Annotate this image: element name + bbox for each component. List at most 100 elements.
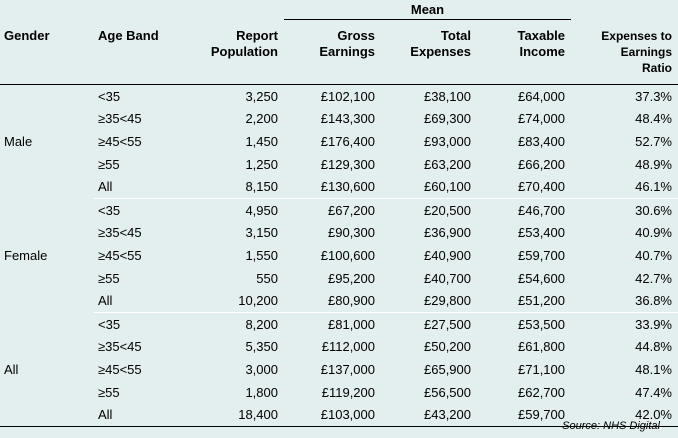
total-expenses-cell: £40,900: [424, 247, 471, 263]
total-expenses-cell: £27,500: [381, 311, 477, 336]
total-expenses-cell: £36,900: [424, 225, 471, 241]
total-expenses-cell: £50,200: [424, 339, 471, 355]
taxable-income-cell: £61,800: [518, 339, 565, 355]
report-population-cell: 8,200: [196, 311, 284, 336]
total-expenses-cell: £43,200: [424, 407, 471, 423]
age-band-cell: ≥45<55: [98, 361, 142, 377]
total-expenses-cell: £63,200: [424, 156, 471, 172]
total-expenses-cell: £60,100: [424, 179, 471, 195]
gender-header: Gender: [4, 27, 50, 43]
table-row: ≥55 1,250 £129,300 £63,200 £66,200 48.9%: [0, 153, 678, 176]
age-band-cell: All: [98, 293, 113, 309]
taxable-income-cell: £59,700: [518, 407, 565, 423]
ratio-header: Expenses to Earnings Ratio: [601, 28, 672, 75]
taxable-income-cell: £70,400: [518, 179, 565, 195]
taxable-income-cell: £71,100: [518, 361, 565, 377]
taxable-income-cell: £83,400: [518, 133, 565, 149]
report-population-cell: 3,150: [245, 225, 278, 241]
report-population-cell: 1,550: [245, 247, 278, 263]
age-band-cell: ≥35<45: [98, 225, 142, 241]
report-population-cell: 1,450: [245, 133, 278, 149]
gross-earnings-cell: £130,600: [320, 179, 375, 195]
report-population-cell: 3,250: [245, 88, 278, 104]
table-row: Male <35 3,250 £102,100 £38,100 £64,000 37.3%: [0, 85, 678, 150]
total-expenses-cell: £38,100: [424, 88, 471, 104]
gross-earnings-cell: £103,000: [320, 407, 375, 423]
taxable-income-cell: £46,700: [477, 197, 571, 222]
ratio-cell: 40.9%: [635, 225, 672, 241]
total-expenses-cell: £20,500: [381, 197, 477, 222]
ratio-cell: 47.4%: [635, 384, 672, 400]
table-row: ≥55 550 £95,200 £40,700 £54,600 42.7%: [0, 267, 678, 290]
gross-earnings-cell: £143,300: [320, 111, 375, 127]
table-row: ≥45<55 3,000 £137,000 £65,900 £71,100 48.1%: [0, 358, 678, 381]
mean-header: Mean: [284, 0, 571, 20]
source-note: Source: NHS Digital: [562, 420, 660, 432]
gender-cell: All: [4, 361, 19, 377]
age-band-cell: ≥35<45: [98, 111, 142, 127]
gross-earnings-cell: £176,400: [320, 133, 375, 149]
report-population-cell: 550: [256, 270, 278, 286]
gross-earnings-cell: £129,300: [320, 156, 375, 172]
ratio-cell: 52.7%: [635, 133, 672, 149]
ratio-cell: 36.8%: [635, 293, 672, 309]
table-row: All 8,150 £130,600 £60,100 £70,400 46.1%: [0, 176, 678, 199]
gross-earnings-cell: £112,000: [321, 339, 375, 355]
table-row: All <35 8,200 £81,000 £27,500 £53,500 33.9%: [0, 311, 678, 377]
table-row: ≥45<55 1,550 £100,600 £40,900 £59,700 40.7%: [0, 244, 678, 267]
total-expenses-cell: £93,000: [424, 133, 471, 149]
ratio-cell: 48.1%: [635, 361, 672, 377]
ratio-cell: 42.0%: [635, 407, 672, 423]
ratio-cell: 40.7%: [635, 247, 672, 263]
report-population-cell: 2,200: [245, 111, 278, 127]
total-expenses-header: Total Expenses: [410, 28, 471, 59]
gross-earnings-header: Gross Earnings: [319, 28, 375, 59]
age-band-header: Age Band: [98, 27, 159, 43]
taxable-income-cell: £62,700: [518, 384, 565, 400]
gross-earnings-cell: £119,200: [321, 384, 375, 400]
table-row: Female <35 4,950 £67,200 £20,500 £46,700 30.6%: [0, 197, 678, 263]
taxable-income-cell: £66,200: [518, 156, 565, 172]
gross-earnings-cell: £81,000: [284, 311, 381, 336]
table-row: ≥45<55 1,450 £176,400 £93,000 £83,400 52.7%: [0, 130, 678, 153]
ratio-cell: 44.8%: [635, 339, 672, 355]
report-population-cell: 8,150: [245, 179, 278, 195]
table-row: All 18,400 £103,000 £43,200 £59,700 42.0%: [0, 404, 678, 427]
earnings-table: Mean Gender Age Band Report Population Gr…: [0, 0, 678, 427]
total-expenses-cell: £56,500: [424, 384, 471, 400]
ratio-cell: 33.9%: [571, 311, 678, 336]
taxable-income-cell: £59,700: [518, 247, 565, 263]
report-population-cell: 1,250: [245, 156, 278, 172]
taxable-income-cell: £54,600: [518, 270, 565, 286]
total-expenses-cell: £29,800: [424, 293, 471, 309]
ratio-cell: 42.7%: [635, 270, 672, 286]
gender-cell: Male: [4, 134, 33, 150]
age-band-cell: ≥45<55: [98, 247, 142, 263]
report-population-cell: 3,000: [245, 361, 278, 377]
total-expenses-cell: £40,700: [424, 270, 471, 286]
age-band-cell: ≥55: [98, 270, 120, 286]
gross-earnings-cell: £90,300: [328, 225, 375, 241]
total-expenses-cell: £65,900: [424, 361, 471, 377]
age-band-cell: ≥55: [98, 384, 120, 400]
table-row: ≥55 1,800 £119,200 £56,500 £62,700 47.4%: [0, 381, 678, 404]
taxable-income-header: Taxable Income: [517, 28, 565, 59]
age-band-cell: ≥35<45: [98, 339, 142, 355]
gross-earnings-cell: £80,900: [328, 293, 375, 309]
report-population-header: Report Population: [210, 27, 278, 59]
taxable-income-cell: £74,000: [518, 111, 565, 127]
ratio-cell: 30.6%: [571, 197, 678, 222]
report-population-cell: 10,200: [238, 293, 278, 309]
taxable-income-cell: £53,400: [518, 225, 565, 241]
table-row: ≥35<45 3,150 £90,300 £36,900 £53,400 40.9%: [0, 221, 678, 244]
table-row: All 10,200 £80,900 £29,800 £51,200 36.8%: [0, 290, 678, 313]
gross-earnings-cell: £95,200: [328, 270, 375, 286]
report-population-cell: 1,800: [245, 384, 278, 400]
gross-earnings-cell: £102,100: [320, 88, 375, 104]
ratio-cell: 48.9%: [635, 156, 672, 172]
table-row: ≥35<45 5,350 £112,000 £50,200 £61,800 44.8%: [0, 335, 678, 358]
report-population-cell: 18,400: [238, 407, 278, 423]
gender-cell: Female: [4, 247, 48, 263]
gross-earnings-cell: £100,600: [320, 247, 375, 263]
age-band-cell: <35: [94, 197, 196, 222]
